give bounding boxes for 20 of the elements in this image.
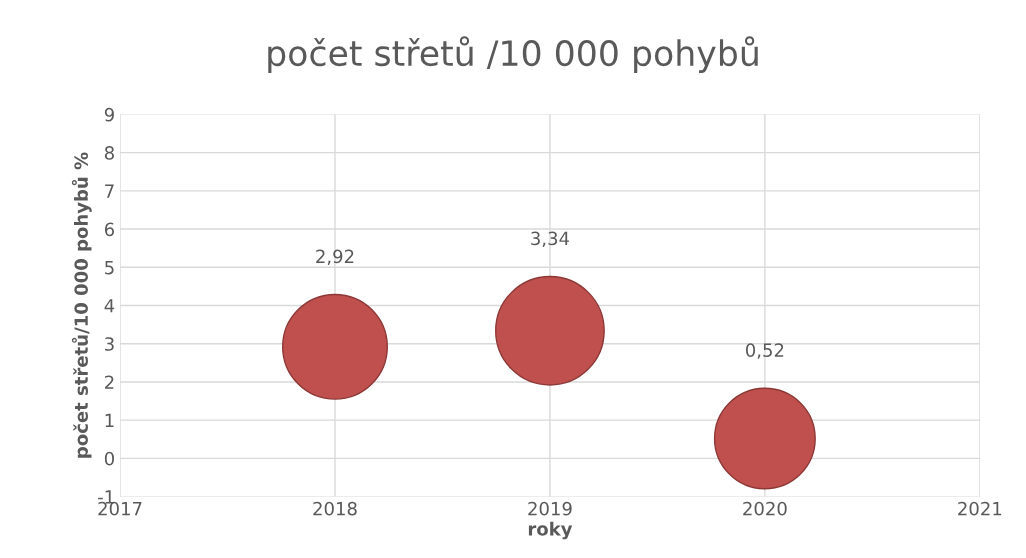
x-tick-label: 2018: [313, 501, 357, 516]
y-tick-label: 1: [105, 413, 114, 428]
y-tick-label: 7: [105, 184, 114, 198]
data-label: 2,92: [316, 249, 354, 266]
y-tick-label: 4: [104, 299, 115, 313]
y-tick-label: 3: [105, 337, 114, 351]
y-tick-label: 5: [105, 260, 114, 275]
data-label: 0,52: [745, 343, 784, 359]
y-tick-label: 0: [104, 451, 114, 466]
x-tick-label: 2019: [528, 501, 572, 516]
data-label: 3,34: [531, 231, 570, 248]
y-tick-label: 8: [104, 146, 114, 160]
x-tick-label: 2021: [958, 501, 1002, 516]
y-tick-label: 2: [105, 375, 114, 389]
y-tick-label: 6: [104, 222, 115, 237]
x-tick-label: 2020: [743, 501, 787, 516]
x-axis-title: roky: [528, 521, 573, 540]
chart-title: počet střetů /10 000 pohybů: [268, 36, 758, 73]
y-axis-title: počet střetů/10 000 pohybů %: [71, 152, 92, 458]
y-tick-label: 9: [104, 107, 114, 122]
